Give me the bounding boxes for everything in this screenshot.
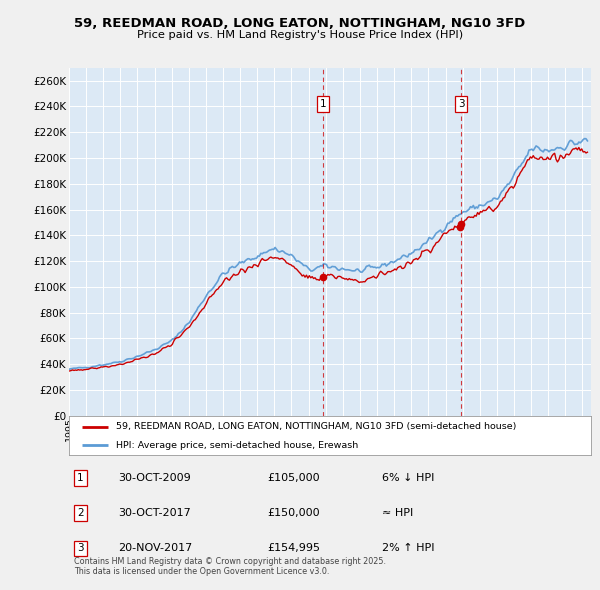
Text: 20-NOV-2017: 20-NOV-2017 xyxy=(119,543,193,553)
Text: 3: 3 xyxy=(77,543,84,553)
Text: 59, REEDMAN ROAD, LONG EATON, NOTTINGHAM, NG10 3FD: 59, REEDMAN ROAD, LONG EATON, NOTTINGHAM… xyxy=(74,17,526,30)
Text: 59, REEDMAN ROAD, LONG EATON, NOTTINGHAM, NG10 3FD (semi-detached house): 59, REEDMAN ROAD, LONG EATON, NOTTINGHAM… xyxy=(116,422,517,431)
Text: 3: 3 xyxy=(458,99,464,109)
Text: ≈ HPI: ≈ HPI xyxy=(382,508,413,518)
Text: 30-OCT-2009: 30-OCT-2009 xyxy=(119,473,191,483)
Text: 2: 2 xyxy=(77,508,84,518)
Text: £154,995: £154,995 xyxy=(268,543,320,553)
Text: HPI: Average price, semi-detached house, Erewash: HPI: Average price, semi-detached house,… xyxy=(116,441,358,450)
Text: 30-OCT-2017: 30-OCT-2017 xyxy=(119,508,191,518)
Text: 2% ↑ HPI: 2% ↑ HPI xyxy=(382,543,434,553)
Text: 1: 1 xyxy=(319,99,326,109)
Text: 6% ↓ HPI: 6% ↓ HPI xyxy=(382,473,434,483)
Text: 1: 1 xyxy=(77,473,84,483)
Text: Contains HM Land Registry data © Crown copyright and database right 2025.
This d: Contains HM Land Registry data © Crown c… xyxy=(74,557,386,576)
Text: £150,000: £150,000 xyxy=(268,508,320,518)
Text: £105,000: £105,000 xyxy=(268,473,320,483)
Text: Price paid vs. HM Land Registry's House Price Index (HPI): Price paid vs. HM Land Registry's House … xyxy=(137,30,463,40)
